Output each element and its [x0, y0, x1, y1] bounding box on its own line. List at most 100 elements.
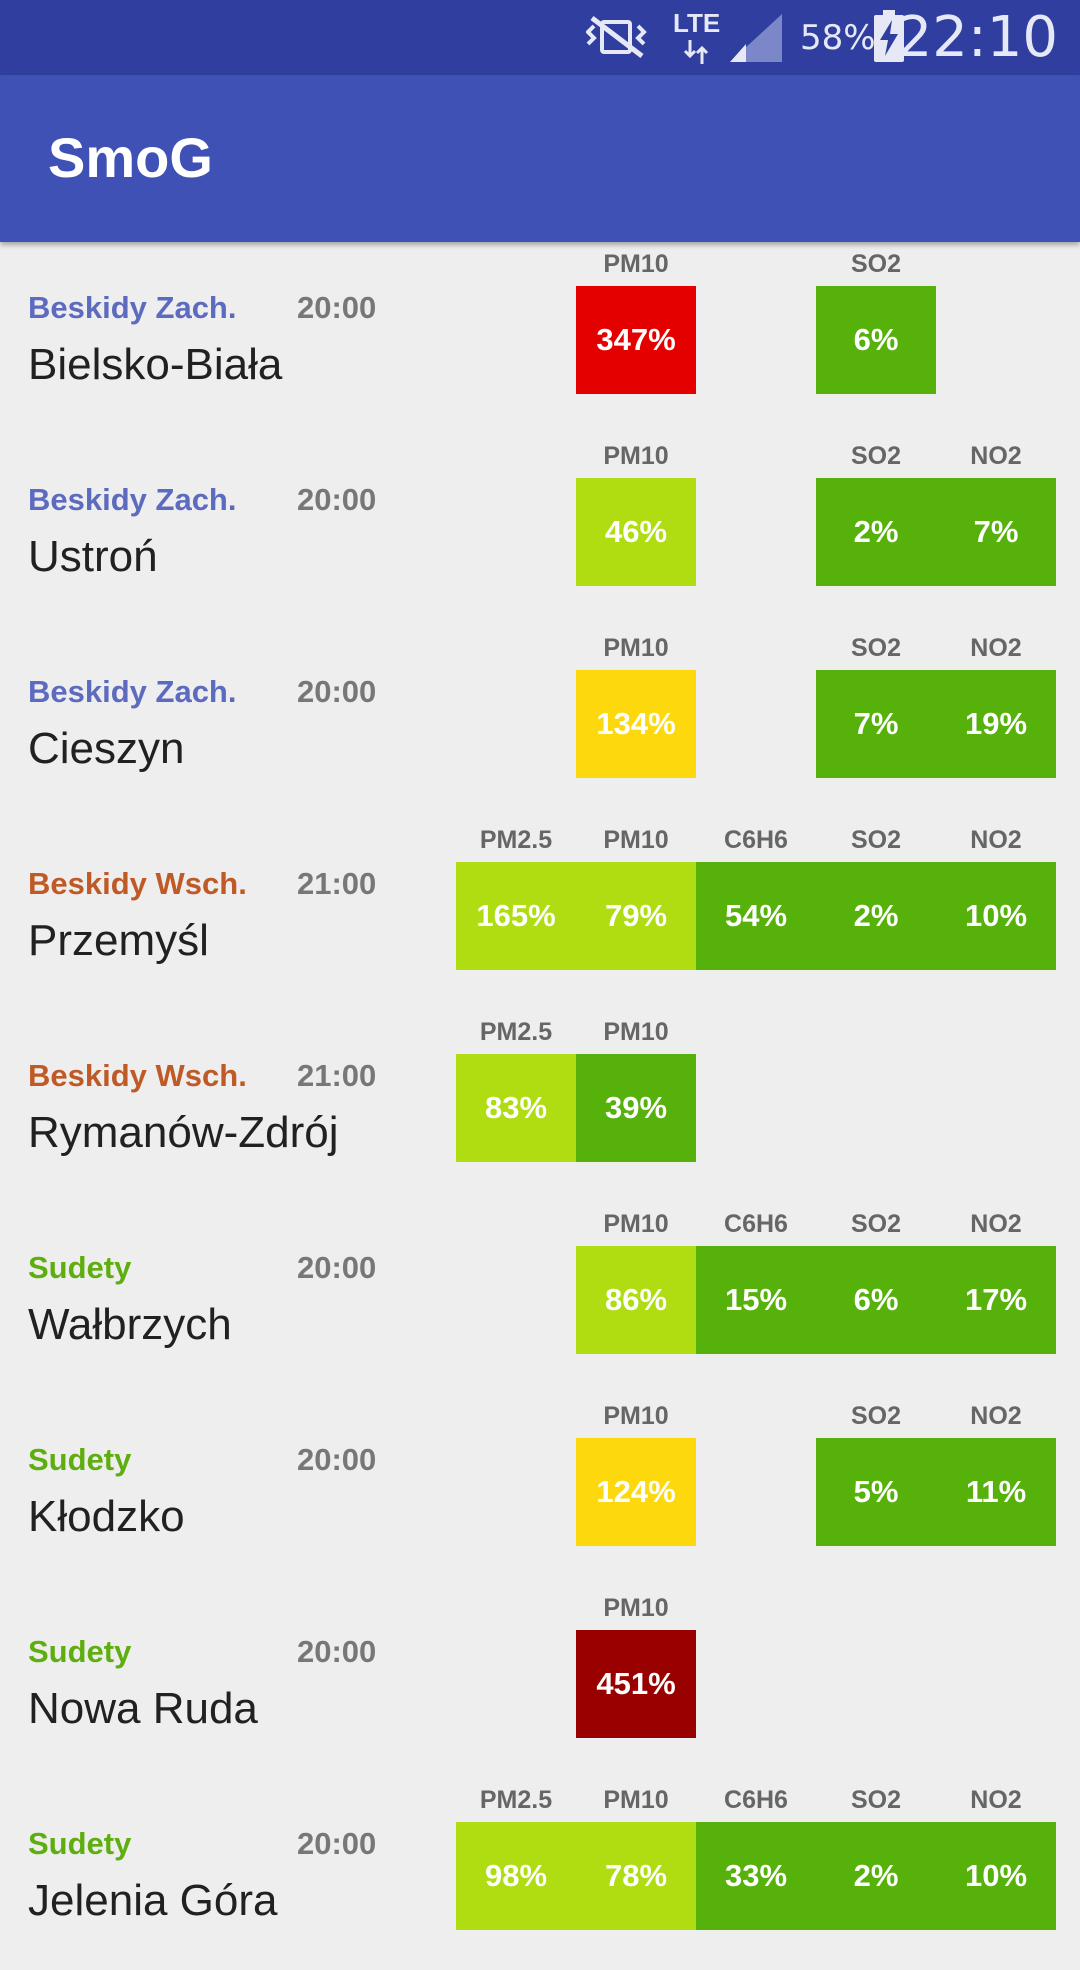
pollutant-label: PM2.5	[479, 1786, 553, 1814]
pollutant-value-badge: 15%	[696, 1246, 816, 1354]
lte-data-icon: LTE	[668, 6, 724, 66]
station-region: Sudety	[28, 1250, 132, 1285]
pollutant-value-badge: 165%	[456, 862, 576, 970]
station-region: Beskidy Wsch.	[28, 1058, 247, 1093]
pollutant-label: NO2	[970, 826, 1022, 854]
pollutant-value-badge: 86%	[576, 1246, 696, 1354]
pollutant-value-badge: 10%	[936, 862, 1056, 970]
pollutant-label: NO2	[970, 442, 1022, 470]
pollutant-label: NO2	[970, 1402, 1022, 1430]
station-city: Wałbrzych	[28, 1300, 232, 1349]
station-time: 21:00	[297, 1058, 377, 1093]
station-time: 21:00	[297, 866, 377, 901]
pollutant-label: NO2	[970, 1210, 1022, 1238]
station-row[interactable]: Beskidy Zach. 20:00 Ustroń PM10 46% SO2 2% NO2 7…	[0, 434, 1080, 626]
pollutant-label: PM10	[603, 1402, 669, 1430]
status-bar: LTE 58% 22:10	[0, 0, 1080, 75]
station-city: Rymanów-Zdrój	[28, 1108, 339, 1157]
station-row[interactable]: Beskidy Zach. 20:00 Cieszyn PM10 134% SO2 7% NO…	[0, 626, 1080, 818]
station-time: 20:00	[297, 674, 377, 709]
station-city: Ustroń	[28, 532, 158, 581]
pollutant-label: NO2	[970, 634, 1022, 662]
station-region: Sudety	[28, 1442, 132, 1477]
pollutant-value-badge: 46%	[576, 478, 696, 586]
pollutant-label: SO2	[850, 634, 902, 662]
pollutant-label: PM10	[603, 250, 669, 278]
station-time: 20:00	[297, 1250, 377, 1285]
station-city: Przemyśl	[28, 916, 209, 965]
pollutant-value-badge: 6%	[816, 286, 936, 394]
station-region: Beskidy Zach.	[28, 290, 237, 325]
pollutant-value-badge: 39%	[576, 1054, 696, 1162]
pollutant-label: PM10	[603, 1210, 669, 1238]
pollutant-label: PM10	[603, 1786, 669, 1814]
pollutant-value-badge: 7%	[816, 670, 936, 778]
pollutant-value-badge: 54%	[696, 862, 816, 970]
station-time: 20:00	[297, 482, 377, 517]
pollutant-value-badge: 2%	[816, 478, 936, 586]
pollutant-label: NO2	[970, 1786, 1022, 1814]
pollutant-label: SO2	[850, 1786, 902, 1814]
battery-charging-icon	[874, 10, 904, 62]
station-time: 20:00	[297, 290, 377, 325]
pollutant-label: SO2	[850, 250, 902, 278]
station-city: Nowa Ruda	[28, 1684, 258, 1733]
pollutant-value-badge: 98%	[456, 1822, 576, 1930]
pollutant-label: SO2	[850, 1402, 902, 1430]
station-row[interactable]: Beskidy Zach. 20:00 Bielsko-Biała PM10 347% S…	[0, 242, 1080, 434]
pollutant-value-badge: 11%	[936, 1438, 1056, 1546]
pollutant-value-badge: 7%	[936, 478, 1056, 586]
pollutant-label: SO2	[850, 1210, 902, 1238]
station-time: 20:00	[297, 1634, 377, 1669]
station-city: Jelenia Góra	[28, 1876, 278, 1925]
station-city: Cieszyn	[28, 724, 185, 773]
station-row[interactable]: Sudety 20:00 Jelenia Góra PM2.5 98% PM10 78% C6…	[0, 1778, 1080, 1970]
pollutant-value-badge: 5%	[816, 1438, 936, 1546]
pollutant-label: PM10	[603, 442, 669, 470]
pollutant-value-badge: 19%	[936, 670, 1056, 778]
vibrate-mute-icon	[586, 16, 647, 58]
station-row[interactable]: Sudety 20:00 Kłodzko PM10 124% SO2 5% NO2 11%	[0, 1394, 1080, 1586]
pollutant-label: PM2.5	[479, 1018, 553, 1046]
station-region: Beskidy Zach.	[28, 674, 237, 709]
station-row[interactable]: Beskidy Wsch. 21:00 Przemyśl PM2.5 165% PM10 7…	[0, 818, 1080, 1010]
station-region: Sudety	[28, 1634, 132, 1669]
signal-icon	[730, 14, 782, 62]
clock: 22:10	[896, 5, 1058, 70]
pollutant-value-badge: 2%	[816, 862, 936, 970]
station-row[interactable]: Sudety 20:00 Nowa Ruda PM10 451%	[0, 1586, 1080, 1778]
pollutant-label: PM10	[603, 1594, 669, 1622]
pollutant-value-badge: 79%	[576, 862, 696, 970]
pollutant-label: PM2.5	[479, 826, 553, 854]
station-row[interactable]: Sudety 20:00 Wałbrzych PM10 86% C6H6 15% SO2 6% N…	[0, 1202, 1080, 1394]
station-region: Sudety	[28, 1826, 132, 1861]
station-region: Beskidy Wsch.	[28, 866, 247, 901]
station-list[interactable]: Beskidy Zach. 20:00 Bielsko-Biała PM10 347% S…	[0, 242, 1080, 1970]
pollutant-label: PM10	[603, 634, 669, 662]
pollutant-label: SO2	[850, 826, 902, 854]
pollutant-label: PM10	[603, 826, 669, 854]
pollutant-label: PM10	[603, 1018, 669, 1046]
pollutant-value-badge: 2%	[816, 1822, 936, 1930]
pollutant-value-badge: 134%	[576, 670, 696, 778]
pollutant-label: C6H6	[724, 1786, 788, 1814]
station-row[interactable]: Beskidy Wsch. 21:00 Rymanów-Zdrój PM2.5 83% P…	[0, 1010, 1080, 1202]
station-time: 20:00	[297, 1826, 377, 1861]
station-time: 20:00	[297, 1442, 377, 1477]
battery-percent: 58%	[800, 17, 876, 58]
app-title: SmoG	[48, 126, 213, 189]
pollutant-value-badge: 33%	[696, 1822, 816, 1930]
pollutant-label: SO2	[850, 442, 902, 470]
pollutant-value-badge: 10%	[936, 1822, 1056, 1930]
pollutant-value-badge: 17%	[936, 1246, 1056, 1354]
pollutant-value-badge: 124%	[576, 1438, 696, 1546]
pollutant-label: C6H6	[724, 1210, 788, 1238]
pollutant-value-badge: 78%	[576, 1822, 696, 1930]
pollutant-value-badge: 83%	[456, 1054, 576, 1162]
pollutant-value-badge: 6%	[816, 1246, 936, 1354]
station-city: Kłodzko	[28, 1492, 185, 1541]
station-city: Bielsko-Biała	[28, 340, 283, 389]
pollutant-value-badge: 451%	[576, 1630, 696, 1738]
pollutant-value-badge: 347%	[576, 286, 696, 394]
pollutant-label: C6H6	[724, 826, 788, 854]
